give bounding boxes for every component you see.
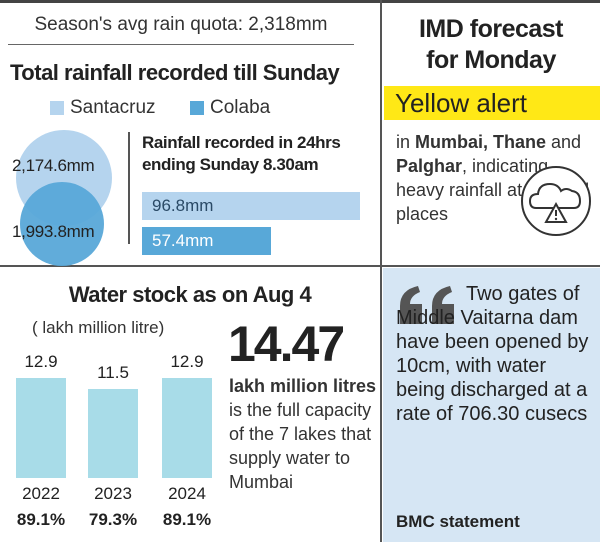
water-bar-percent-2024: 89.1% <box>162 510 212 529</box>
season-quota-text: Season's avg rain quota: 2,318mm <box>34 14 328 35</box>
vertical-divider <box>380 0 382 542</box>
cloud-warning-icon <box>521 166 591 236</box>
forecast-city-1: Mumbai, Thane <box>415 132 547 152</box>
last24-title: Rainfall recorded in 24hrs ending Sunday… <box>142 132 341 176</box>
legend-santacruz: Santacruz <box>50 96 156 120</box>
quote-indent <box>396 299 466 300</box>
top-rule <box>0 0 600 3</box>
quote-body: Two gates of Middle Vaitarna dam have be… <box>396 283 589 425</box>
full-capacity-caption: lakh million litres is the full capacity… <box>229 374 379 494</box>
forecast-body-prefix: in <box>396 132 416 152</box>
water-bar-percent-2022: 89.1% <box>16 510 66 529</box>
water-bar-year-2023: 2023 <box>94 484 132 503</box>
colaba-total-label: 1,993.8mm <box>12 222 95 241</box>
water-bar-percent-2023: 79.3% <box>88 510 138 529</box>
yellow-alert-banner <box>384 86 600 120</box>
water-bar-2024 <box>162 378 212 478</box>
legend-swatch-colaba <box>190 101 204 115</box>
water-bar-value-2022: 12.9 <box>24 352 58 371</box>
water-bar-year-2022: 2022 <box>22 484 60 503</box>
horizontal-divider <box>0 265 600 267</box>
full-capacity-unit: lakh million litres <box>229 376 377 396</box>
forecast-city-2: Palghar <box>396 156 463 176</box>
rainfall-separator <box>128 132 130 244</box>
bar-santacruz-24h-label: 96.8mm <box>152 196 214 215</box>
yellow-alert-text: Yellow alert <box>395 88 528 118</box>
legend-label-colaba: Colaba <box>210 97 271 118</box>
legend-label-santacruz: Santacruz <box>70 97 156 118</box>
water-bar-2023 <box>88 389 138 478</box>
santacruz-total-label: 2,174.6mm <box>12 156 95 175</box>
imd-forecast-title: IMD forecast for Monday <box>385 14 597 76</box>
colaba-total-circle <box>20 182 104 266</box>
water-bar-value-2024: 12.9 <box>170 352 204 371</box>
bar-colaba-24h: 57.4mm <box>142 227 271 255</box>
water-stock-title: Water stock as on Aug 4 <box>68 282 312 307</box>
bar-colaba-24h-label: 57.4mm <box>152 231 214 250</box>
quote-source: BMC statement <box>396 512 520 531</box>
legend-swatch-santacruz <box>50 101 64 115</box>
imd-title-line2: for Monday <box>426 46 556 74</box>
water-stock-unit: ( lakh million litre) <box>32 318 165 337</box>
rainfall-title: Total rainfall recorded till Sunday <box>10 60 340 85</box>
last24-title-line1: Rainfall recorded in 24hrs <box>142 133 341 152</box>
quote-icon <box>400 286 454 324</box>
last24-title-line2: ending Sunday 8.30am <box>142 155 319 174</box>
full-capacity-description: is the full capacity of the 7 lakes that… <box>229 400 372 492</box>
quote-text: Two gates of Middle Vaitarna dam have be… <box>396 282 596 426</box>
water-bar-year-2024: 2024 <box>168 484 206 503</box>
imd-title-line1: IMD forecast <box>418 15 564 43</box>
water-bar-value-2023: 11.5 <box>97 363 129 382</box>
bar-santacruz-24h: 96.8mm <box>142 192 360 220</box>
water-bar-2022 <box>16 378 66 478</box>
full-capacity-value: 14.47 <box>228 316 345 372</box>
forecast-body-and: and <box>546 132 582 152</box>
forecast-body: in Mumbai, Thane and Palghar, indicating… <box>396 130 600 226</box>
legend-colaba: Colaba <box>190 96 270 120</box>
quota-box <box>8 8 354 45</box>
